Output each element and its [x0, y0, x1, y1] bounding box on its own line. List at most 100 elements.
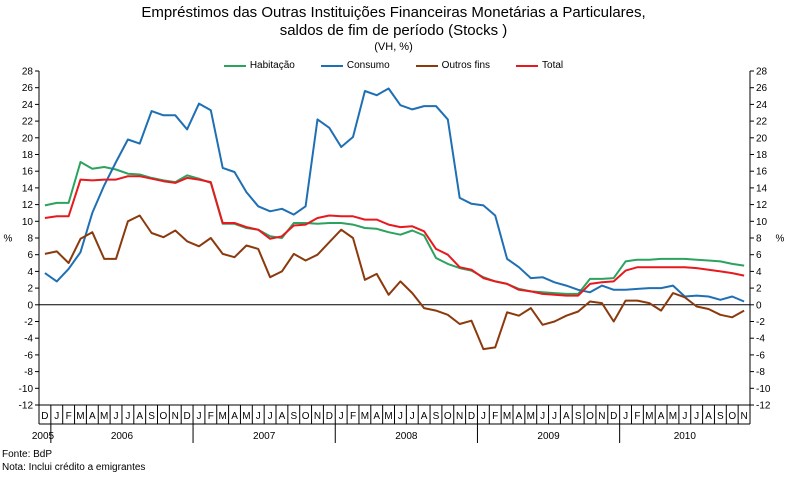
footer-source: Fonte: BdP	[2, 449, 53, 460]
month-label: N	[172, 411, 179, 422]
chart-title-line1: Empréstimos das Outras Instituições Fina…	[141, 4, 646, 21]
y-tick-label-left: 24	[22, 100, 34, 111]
month-label: A	[563, 411, 570, 422]
month-label: D	[41, 411, 48, 422]
month-label: A	[136, 411, 143, 422]
month-label: M	[100, 411, 108, 422]
chart-legend: Habitação Consumo Outros fins Total	[0, 60, 787, 71]
y-tick-label-right: 24	[756, 100, 768, 111]
month-label: O	[586, 411, 594, 422]
month-label: D	[468, 411, 475, 422]
month-label: O	[302, 411, 310, 422]
month-label: J	[398, 411, 403, 422]
y-tick-label-right: -12	[756, 401, 771, 412]
month-label: S	[148, 411, 155, 422]
month-label: J	[540, 411, 545, 422]
legend-label-consumo: Consumo	[346, 60, 390, 71]
legend-swatch-total	[516, 64, 539, 67]
y-axis-title-right: %	[776, 234, 785, 245]
month-label: N	[456, 411, 463, 422]
chart-title-line2: saldos de fim de período (Stocks )	[279, 22, 508, 39]
y-tick-label-left: 16	[22, 167, 34, 178]
month-label: M	[76, 411, 84, 422]
y-tick-label-right: -6	[756, 350, 765, 361]
y-tick-label-right: -10	[756, 384, 771, 395]
y-tick-label-right: -2	[756, 317, 765, 328]
year-label: 2009	[537, 431, 560, 442]
month-label: S	[290, 411, 297, 422]
year-label: 2008	[395, 431, 418, 442]
month-label: J	[125, 411, 130, 422]
legend-item-total: Total	[516, 60, 563, 71]
month-label: J	[682, 411, 687, 422]
month-label: A	[658, 411, 665, 422]
month-label: M	[384, 411, 392, 422]
series-line-outros-fins	[44, 214, 745, 351]
month-label: S	[575, 411, 582, 422]
month-label: J	[54, 411, 59, 422]
month-label: F	[634, 411, 640, 422]
y-tick-label-left: 0	[27, 300, 33, 311]
year-label: 2007	[253, 431, 276, 442]
y-tick-label-left: 18	[22, 150, 34, 161]
y-tick-label-right: 12	[756, 200, 768, 211]
month-label: S	[433, 411, 440, 422]
y-tick-label-right: 4	[756, 267, 762, 278]
month-label: J	[694, 411, 699, 422]
y-tick-label-left: 4	[27, 267, 33, 278]
month-label: J	[339, 411, 344, 422]
month-label: F	[208, 411, 214, 422]
month-label: A	[516, 411, 523, 422]
month-label: J	[114, 411, 119, 422]
y-tick-label-right: 14	[756, 183, 768, 194]
month-label: O	[728, 411, 736, 422]
month-label: N	[598, 411, 605, 422]
series-line-consumo	[44, 87, 745, 303]
y-tick-label-left: 8	[27, 234, 33, 245]
legend-label-outros-fins: Outros fins	[441, 60, 491, 71]
y-tick-label-right: 26	[756, 83, 768, 94]
month-label: F	[350, 411, 356, 422]
month-label: M	[645, 411, 653, 422]
y-axis-title-left: %	[4, 234, 13, 245]
month-label: A	[89, 411, 96, 422]
month-label: M	[669, 411, 677, 422]
y-tick-label-left: 6	[27, 250, 33, 261]
month-label: F	[492, 411, 498, 422]
month-label: M	[219, 411, 227, 422]
y-tick-label-right: 10	[756, 217, 768, 228]
legend-label-habitacao: Habitação	[249, 60, 295, 71]
month-label: F	[66, 411, 72, 422]
month-label: N	[314, 411, 321, 422]
month-label: A	[231, 411, 238, 422]
month-label: D	[326, 411, 333, 422]
y-tick-label-left: -10	[19, 384, 34, 395]
month-label: J	[552, 411, 557, 422]
series-line-total	[44, 175, 745, 297]
y-tick-label-right: 18	[756, 150, 768, 161]
y-tick-label-left: -6	[24, 350, 33, 361]
y-tick-label-right: 8	[756, 234, 762, 245]
y-tick-label-right: 6	[756, 250, 762, 261]
chart-title: Empréstimos das Outras Instituições Fina…	[0, 4, 787, 40]
y-tick-label-left: 20	[22, 133, 34, 144]
series-line-habita-o	[44, 161, 745, 295]
month-label: A	[373, 411, 380, 422]
y-tick-label-left: -2	[24, 317, 33, 328]
month-label: J	[256, 411, 261, 422]
y-tick-label-left: 28	[22, 67, 34, 78]
month-label: S	[717, 411, 724, 422]
legend-swatch-habitacao	[223, 64, 246, 67]
y-tick-label-left: -12	[19, 401, 34, 412]
month-label: J	[268, 411, 273, 422]
month-label: M	[242, 411, 250, 422]
footer-note: Nota: Inclui crédito a emigrantes	[2, 462, 146, 473]
month-label: J	[481, 411, 486, 422]
month-label: A	[421, 411, 428, 422]
month-label: O	[160, 411, 168, 422]
y-tick-label-right: 28	[756, 67, 768, 78]
y-tick-label-right: 0	[756, 300, 762, 311]
month-label: A	[705, 411, 712, 422]
month-label: J	[410, 411, 415, 422]
